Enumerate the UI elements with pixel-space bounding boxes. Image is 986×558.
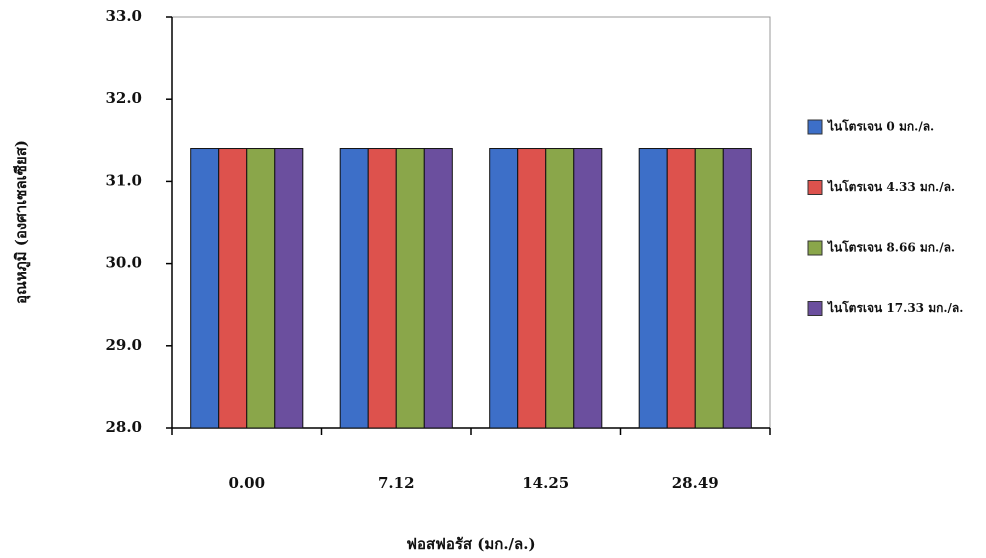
bar	[666, 148, 696, 429]
y-tick-label: 29.0	[105, 336, 142, 354]
bar	[573, 148, 603, 429]
legend-swatch	[807, 119, 823, 135]
bar	[517, 148, 547, 429]
bar	[339, 148, 369, 429]
y-tick-label: 31.0	[105, 171, 142, 189]
bar	[367, 148, 397, 429]
bar	[395, 148, 425, 429]
y-axis-title: อุณหภูมิ (องศาเซลเซียส)	[12, 140, 31, 304]
legend-swatch	[807, 240, 823, 256]
y-tick-label: 32.0	[105, 89, 142, 107]
legend-label: ไนโตรเจน 8.66 มก./ล.	[826, 240, 955, 255]
x-axis-title: ฟอสฟอรัส (มก./ล.)	[406, 535, 535, 553]
legend-label: ไนโตรเจน 17.33 มก./ล.	[826, 300, 963, 315]
bar	[274, 148, 304, 429]
x-tick-label: 28.49	[672, 474, 719, 492]
bar	[638, 148, 668, 429]
x-tick-label: 7.12	[378, 474, 415, 492]
y-tick-label: 30.0	[105, 254, 142, 272]
bar	[218, 148, 248, 429]
bar	[190, 148, 220, 429]
bar	[545, 148, 575, 429]
legend-swatch	[807, 180, 823, 195]
y-tick-label: 33.0	[105, 7, 142, 25]
bar	[489, 148, 519, 429]
bar	[423, 148, 453, 429]
bar	[722, 148, 752, 429]
x-tick-label: 0.00	[228, 474, 265, 492]
x-tick-label: 14.25	[522, 474, 569, 492]
legend-label: ไนโตรเจน 0 มก./ล.	[826, 119, 934, 134]
y-tick-label: 28.0	[105, 418, 142, 436]
legend-label: ไนโตรเจน 4.33 มก./ล.	[826, 179, 955, 194]
bar	[694, 148, 724, 429]
bar	[246, 148, 276, 429]
legend-swatch	[807, 301, 823, 316]
